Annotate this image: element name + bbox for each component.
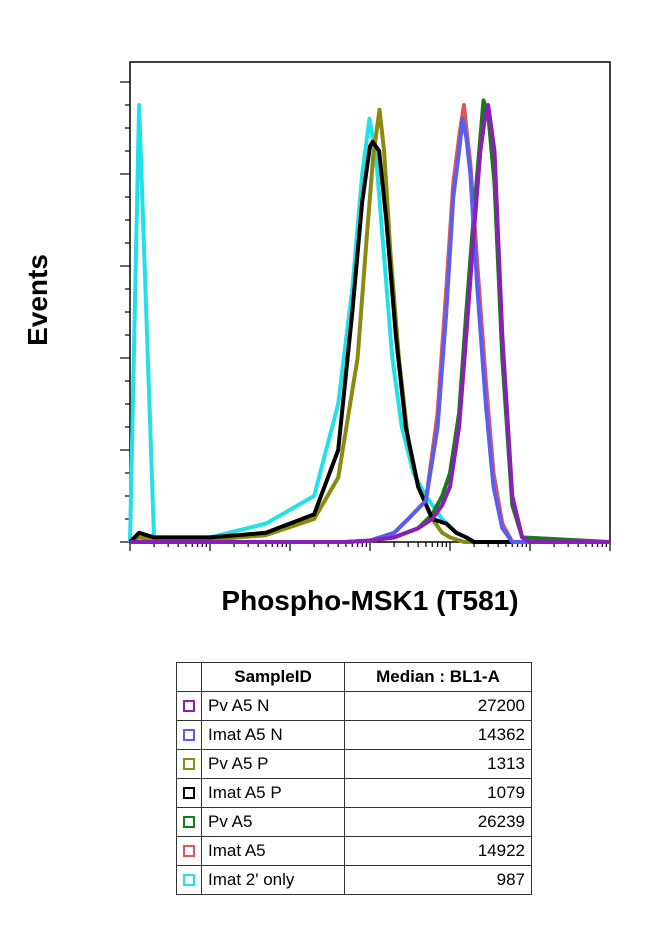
legend-swatch-cell [176, 807, 202, 837]
legend-row: Imat A5 N 14362 [176, 720, 532, 750]
legend-row: Imat A5 14922 [176, 836, 532, 866]
series-line-imat-a5-n [130, 116, 610, 544]
legend-row: Pv A5 P 1313 [176, 749, 532, 779]
legend-sample-id: Pv A5 N [201, 691, 345, 721]
legend-header-median: Median : BL1-A [344, 662, 532, 692]
legend-table: SampleID Median : BL1-A Pv A5 N 27200 Imat… [176, 662, 532, 895]
series-line-pv-a5-p [129, 107, 610, 544]
y-axis-label: Events [22, 254, 53, 346]
legend-median-value: 1079 [344, 778, 532, 808]
histogram-curves [128, 98, 611, 544]
legend-sample-id: Imat A5 P [201, 778, 345, 808]
legend-median-value: 14362 [344, 720, 532, 750]
legend-row: Pv A5 26239 [176, 807, 532, 837]
legend-swatch-cell [176, 749, 202, 779]
legend-median-value: 26239 [344, 807, 532, 837]
legend-swatch [183, 758, 195, 770]
legend-swatch [183, 729, 195, 741]
legend-header-swatch [176, 662, 202, 692]
legend-sample-id: Pv A5 [201, 807, 345, 837]
legend-median-value: 987 [344, 865, 532, 895]
series-line-pv-a5-n [130, 103, 610, 544]
legend-median-value: 27200 [344, 691, 532, 721]
legend-swatch-cell [176, 691, 202, 721]
legend-row: Imat A5 P 1079 [176, 778, 532, 808]
legend-median-value: 14922 [344, 836, 532, 866]
legend-sample-id: Imat A5 [201, 836, 345, 866]
series-line-imat-a5-p [128, 139, 610, 544]
legend-swatch [183, 845, 195, 857]
legend-swatch [183, 787, 195, 799]
legend-swatch-cell [176, 865, 202, 895]
legend-sample-id: Pv A5 P [201, 749, 345, 779]
legend-swatch-cell [176, 836, 202, 866]
legend-header-sampleid: SampleID [201, 662, 345, 692]
series-line-imat-a5 [130, 103, 610, 544]
y-axis-ticks [120, 81, 130, 543]
legend-swatch [183, 700, 195, 712]
legend-sample-id: Imat A5 N [201, 720, 345, 750]
legend-row: Imat 2' only 987 [176, 865, 532, 895]
legend-swatch [183, 874, 195, 886]
legend-swatch [183, 816, 195, 828]
legend-swatch-cell [176, 720, 202, 750]
series-line-imat-2-only [128, 103, 610, 544]
legend-body: Pv A5 N 27200 Imat A5 N 14362 Pv A5 P 1313 Ima… [176, 691, 532, 895]
legend-row: Pv A5 N 27200 [176, 691, 532, 721]
legend-sample-id: Imat 2' only [201, 865, 345, 895]
legend-swatch-cell [176, 778, 202, 808]
x-axis-label: Phospho-MSK1 (T581) [221, 585, 519, 616]
legend-median-value: 1313 [344, 749, 532, 779]
series-line-pv-a5 [130, 98, 611, 544]
legend-header-row: SampleID Median : BL1-A [176, 662, 532, 692]
